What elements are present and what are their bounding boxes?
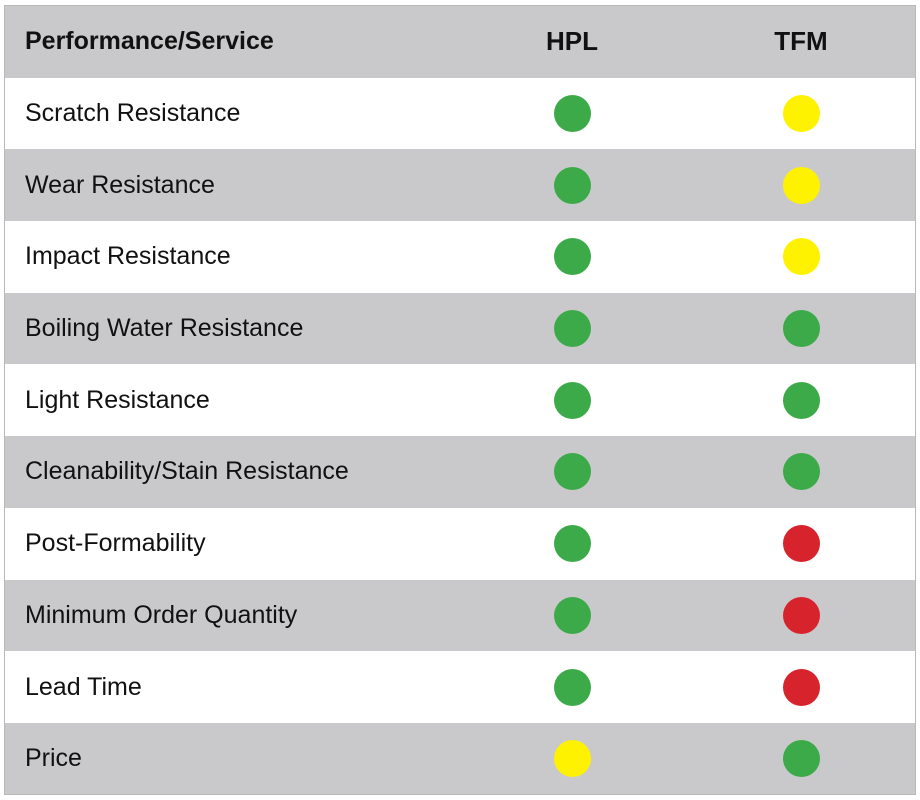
row-label: Minimum Order Quantity bbox=[25, 600, 298, 629]
row-label: Boiling Water Resistance bbox=[25, 314, 304, 343]
rating-dot-tfm bbox=[782, 596, 820, 634]
rating-dot-tfm bbox=[782, 166, 820, 204]
rating-dot-hpl bbox=[553, 381, 591, 419]
table-row: Price bbox=[5, 722, 915, 794]
rating-dot-tfm bbox=[782, 310, 820, 348]
table-row: Minimum Order Quantity bbox=[5, 579, 915, 652]
rating-dot-tfm bbox=[782, 740, 820, 778]
row-label: Post-Formability bbox=[25, 529, 206, 558]
table-row: Cleanability/Stain Resistance bbox=[5, 436, 915, 508]
rating-dot-hpl bbox=[553, 238, 591, 276]
table-row: Post-Formability bbox=[5, 508, 915, 580]
header-tfm: TFM bbox=[774, 26, 828, 57]
table-row: Lead Time bbox=[5, 651, 915, 723]
rating-dot-hpl bbox=[553, 740, 591, 778]
comparison-table: Performance/Service HPL TFM Scratch Resi… bbox=[4, 5, 916, 795]
row-label: Cleanability/Stain Resistance bbox=[25, 457, 349, 486]
rating-dot-hpl bbox=[553, 453, 591, 491]
row-label: Price bbox=[25, 744, 82, 773]
rating-dot-tfm bbox=[782, 668, 820, 706]
table-header-row: Performance/Service HPL TFM bbox=[5, 6, 915, 78]
rating-dot-tfm bbox=[782, 95, 820, 133]
table-row: Impact Resistance bbox=[5, 221, 915, 293]
rating-dot-tfm bbox=[782, 238, 820, 276]
table-row: Wear Resistance bbox=[5, 149, 915, 222]
rating-dot-tfm bbox=[782, 453, 820, 491]
row-label: Lead Time bbox=[25, 672, 142, 701]
rating-dot-hpl bbox=[553, 310, 591, 348]
table-row: Light Resistance bbox=[5, 364, 915, 436]
row-label: Wear Resistance bbox=[25, 170, 215, 199]
table-row: Scratch Resistance bbox=[5, 78, 915, 150]
rating-dot-hpl bbox=[553, 525, 591, 563]
rating-dot-hpl bbox=[553, 668, 591, 706]
rating-dot-tfm bbox=[782, 381, 820, 419]
header-hpl: HPL bbox=[546, 26, 598, 57]
table-row: Boiling Water Resistance bbox=[5, 292, 915, 365]
rating-dot-hpl bbox=[553, 166, 591, 204]
header-feature-label: Performance/Service bbox=[25, 27, 274, 56]
rating-dot-tfm bbox=[782, 525, 820, 563]
row-label: Impact Resistance bbox=[25, 242, 231, 271]
rating-dot-hpl bbox=[553, 596, 591, 634]
rating-dot-hpl bbox=[553, 95, 591, 133]
row-label: Scratch Resistance bbox=[25, 99, 241, 128]
row-label: Light Resistance bbox=[25, 385, 210, 414]
